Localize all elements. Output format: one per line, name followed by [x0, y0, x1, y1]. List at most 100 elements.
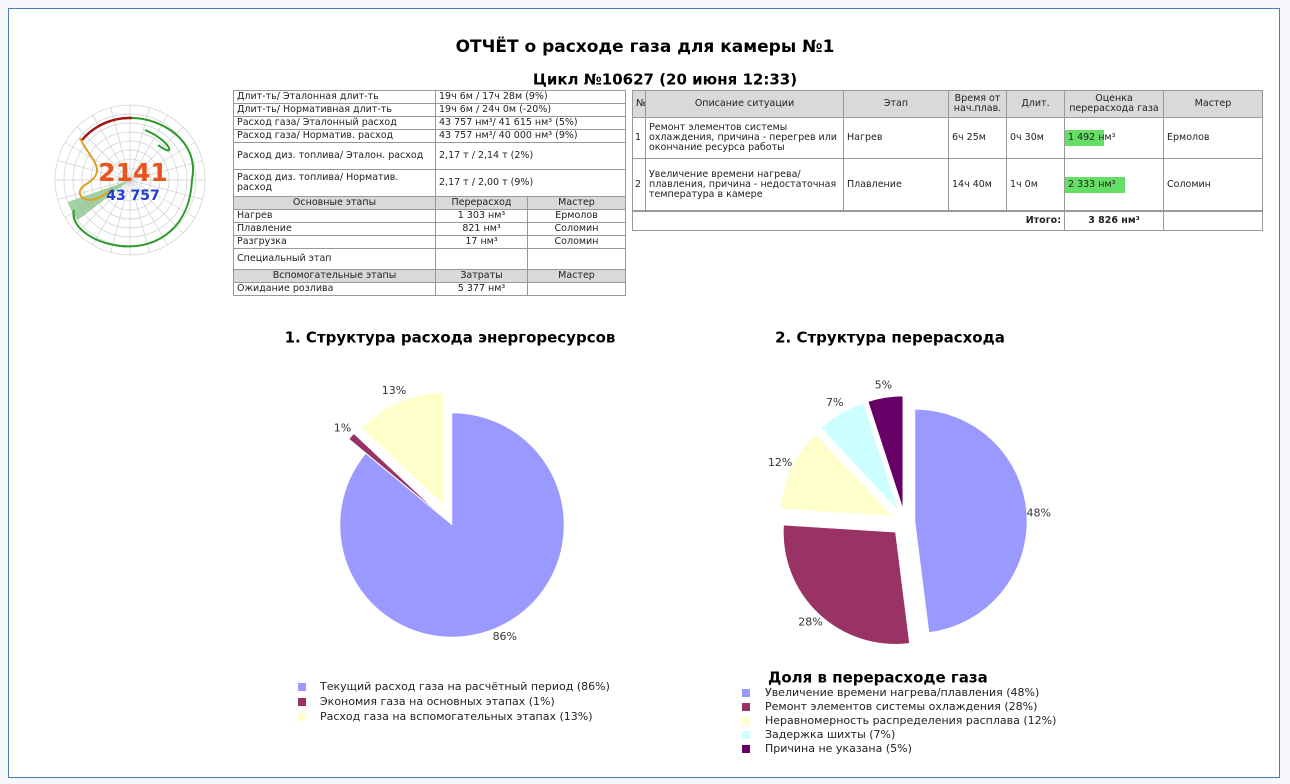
- incident-row: 2 Увеличение времени нагрева/плавления, п…: [632, 158, 1263, 212]
- summary-row: Расход газа/ Эталонный расход 43 757 нм³/…: [233, 116, 626, 130]
- summary-value: 2,17 т / 2,14 т (2%): [435, 142, 626, 170]
- incident-cell: 2: [632, 158, 646, 212]
- slice-label: 1%: [334, 421, 351, 434]
- gauge-spoke: [129, 142, 196, 181]
- header-cell: Мастер: [1163, 90, 1263, 118]
- legend-swatch: [298, 713, 306, 721]
- incident-header: № Описание ситуации Этап Время от нач.плав.…: [632, 90, 1263, 118]
- slice-label: 12%: [768, 456, 792, 469]
- legend-label: Причина не указана (5%): [765, 742, 912, 755]
- slice-label: 28%: [798, 616, 822, 629]
- incident-cell: 6ч 25м: [948, 117, 1007, 159]
- summary-row: Расход диз. топлива/ Норматив. расход 2,1…: [233, 169, 626, 197]
- gauge-spoke: [129, 179, 184, 234]
- stage-cell: [435, 248, 528, 270]
- summary-value: 43 757 нм³/ 40 000 нм³ (9%): [435, 129, 626, 143]
- header-cell: Перерасход: [435, 196, 528, 210]
- pie-slice: [348, 433, 436, 511]
- summary-value: 19ч 6м / 24ч 0м (-20%): [435, 103, 626, 117]
- gauge-spoke: [129, 179, 150, 253]
- legend-swatch: [298, 698, 306, 706]
- stage-cell: 5 377 нм³: [435, 282, 528, 296]
- legend-title: Доля в перерасходе газа: [768, 669, 988, 687]
- summary-row: Расход диз. топлива/ Эталон. расход 2,17 …: [233, 142, 626, 170]
- header-cell: Мастер: [527, 269, 626, 283]
- total-value: 3 826 нм³: [1064, 210, 1164, 231]
- header-cell: Вспомогательные этапы: [233, 269, 436, 283]
- chart-title: 1. Структура расхода энергоресурсов: [285, 329, 616, 347]
- pie-slice: [780, 434, 893, 517]
- total-row: Итого: 3 826 нм³: [632, 210, 1263, 231]
- gauge-spoke: [129, 179, 168, 246]
- summary-row: Длит-ть/ Эталонная длит-ть 19ч 6м / 17ч 2…: [233, 90, 626, 104]
- gauge-spoke: [129, 126, 184, 181]
- legend-swatch: [742, 689, 750, 697]
- legend-swatch: [742, 745, 750, 753]
- header-cell: Длит.: [1006, 90, 1065, 118]
- header-cell: Описание ситуации: [645, 90, 844, 118]
- header-cell: Основные этапы: [233, 196, 436, 210]
- incident-cell: 14ч 40м: [948, 158, 1007, 212]
- legend-label: Текущий расход газа на расчётный период …: [319, 680, 610, 693]
- section-header: Вспомогательные этапы Затраты Мастер: [233, 269, 626, 283]
- gauge-spoke: [129, 160, 203, 181]
- incident-cell: Плавление: [843, 158, 949, 212]
- gauge-orange-curve: [78, 137, 111, 201]
- incident-cell: Ремонт элементов системы охлаждения, при…: [645, 117, 844, 159]
- pie-slice: [914, 409, 1028, 633]
- estimate-bar: [1065, 176, 1126, 193]
- stage-cell: Соломин: [527, 222, 626, 236]
- summary-key: Расход газа/ Эталонный расход: [233, 116, 436, 130]
- gauge-spoke: [92, 179, 131, 246]
- stage-row: Специальный этап: [233, 248, 626, 270]
- report-subtitle: Цикл №10627 (20 июня 12:33): [533, 71, 797, 89]
- gauge-spoke: [57, 179, 131, 200]
- legend-swatch: [742, 731, 750, 739]
- header-cell: №: [632, 90, 646, 118]
- estimate: 2 333 нм³: [1065, 159, 1163, 210]
- stage-cell: Плавление: [233, 222, 436, 236]
- legend-label: Расход газа на вспомогательных этапах (1…: [320, 710, 593, 723]
- incident-table: № Описание ситуации Этап Время от нач.плав.…: [632, 90, 1263, 231]
- estimate: 1 492 нм³: [1065, 119, 1163, 158]
- gauge-spoke: [76, 179, 131, 234]
- estimate-cell: 2 333 нм³: [1064, 158, 1164, 212]
- pie-slice: [867, 395, 904, 509]
- summary-value: 2,17 т / 2,00 т (9%): [435, 169, 626, 197]
- legend-swatch: [298, 683, 306, 691]
- stage-cell: [527, 282, 626, 296]
- pie-slice: [361, 392, 444, 506]
- stage-cell: Ожидание розлива: [233, 282, 436, 296]
- summary-key: Расход газа/ Норматив. расход: [233, 129, 436, 143]
- estimate-bar: [1065, 130, 1104, 146]
- legend-label: Увеличение времени нагрева/плавления (48…: [765, 686, 1039, 699]
- stage-cell: Соломин: [527, 235, 626, 249]
- stage-row: Нагрев 1 303 нм³ Ермолов: [233, 209, 626, 223]
- gauge-red-arc: [81, 116, 133, 141]
- summary-row: Расход газа/ Норматив. расход 43 757 нм³/…: [233, 129, 626, 143]
- summary-key: Длит-ть/ Нормативная длит-ть: [233, 103, 436, 117]
- legend-label: Неравномерность распределения расплава (…: [765, 714, 1056, 727]
- legend-label: Экономия газа на основных этапах (1%): [320, 695, 555, 708]
- total-label: Итого:: [632, 210, 1065, 231]
- stage-cell: 17 нм³: [435, 235, 528, 249]
- header-cell: Этап: [843, 90, 949, 118]
- incident-cell: Ермолов: [1163, 117, 1263, 159]
- stage-cell: Специальный этап: [233, 248, 436, 270]
- gauge-value: 2141: [98, 158, 168, 187]
- incident-cell: Нагрев: [843, 117, 949, 159]
- summary-value: 43 757 нм³/ 41 615 нм³ (5%): [435, 116, 626, 130]
- section-header: Основные этапы Перерасход Мастер: [233, 196, 626, 210]
- legend-swatch: [742, 703, 750, 711]
- legend-label: Ремонт элементов системы охлаждения (28%…: [765, 700, 1037, 713]
- gauge-sector: [68, 180, 130, 220]
- summary-row: Длит-ть/ Нормативная длит-ть 19ч 6м / 24ч…: [233, 103, 626, 117]
- slice-label: 5%: [875, 379, 892, 392]
- slice-label: 48%: [1027, 507, 1051, 520]
- summary-value: 19ч 6м / 17ч 28м (9%): [435, 90, 626, 104]
- pie-slice: [820, 403, 899, 511]
- pie-slice: [339, 412, 565, 638]
- stage-cell: Разгрузка: [233, 235, 436, 249]
- gauge-spoke: [64, 142, 131, 181]
